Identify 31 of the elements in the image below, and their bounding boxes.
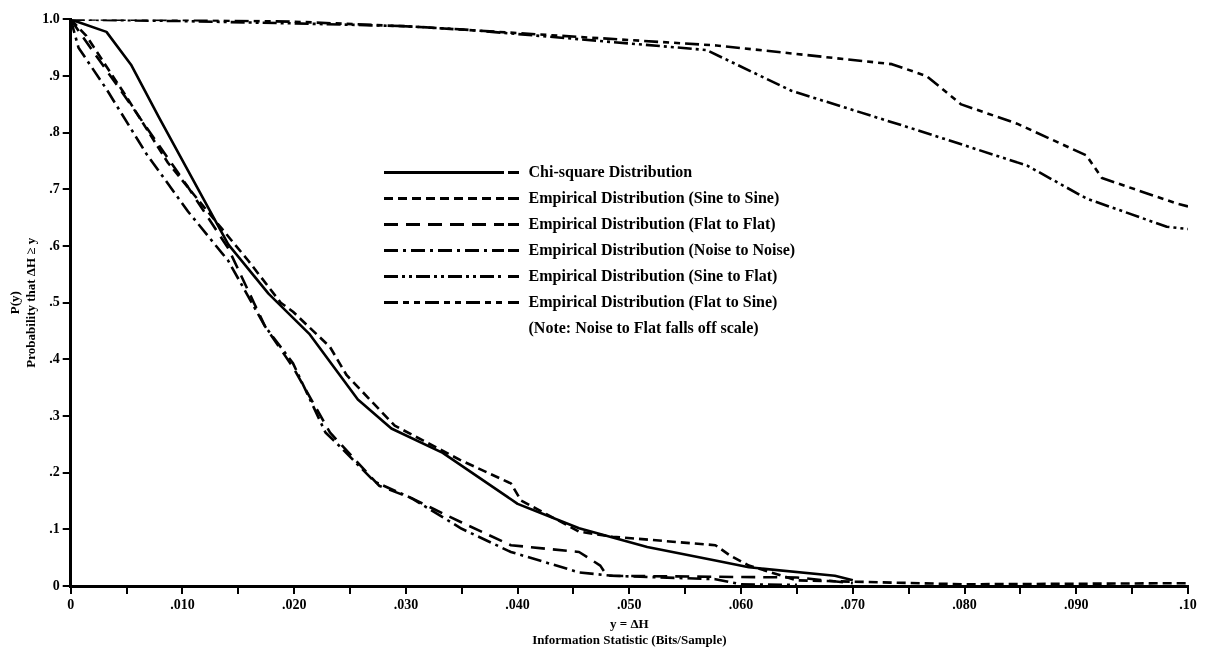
y-tick-label: 1.0 [42,11,60,27]
x-tick-label: .030 [393,597,419,613]
y-tick-label: .2 [49,464,60,480]
x-axis-title: y = ΔH Information Statistic (Bits/Sample) [532,615,727,647]
legend-label: Chi-square Distribution [528,163,693,182]
y-tick-label: .3 [49,407,60,423]
y-tick-label: .8 [49,124,60,140]
x-tick-label: .050 [617,597,642,613]
legend-label: Empirical Distribution (Flat to Sine) [528,293,778,312]
x-tick-label: .10 [1179,597,1197,613]
y-tick-label: 0 [52,577,60,593]
annotation: (Note: Noise to Flat falls off scale) [528,319,759,338]
x-tick-label: .010 [170,597,195,613]
x-tick-label: .020 [281,597,307,613]
y-axis-title: P(y) Probability that ΔH ≥ y [7,237,38,368]
y-tick-label: .1 [49,520,60,536]
y-tick-label: .7 [49,180,60,196]
x-tick-label: .090 [1064,597,1089,613]
x-tick-label: .080 [952,597,977,613]
x-tick-label: .060 [728,597,754,613]
y-tick-label: .4 [49,350,60,366]
y-tick-label: .5 [49,294,60,310]
legend-label: Empirical Distribution (Sine to Flat) [528,267,778,286]
legend-label: Empirical Distribution (Sine to Sine) [528,189,780,208]
legend-label: Empirical Distribution (Flat to Flat) [528,215,776,234]
x-tick-label: .040 [505,597,530,613]
y-tick-label: .9 [49,67,60,83]
legend-label: Empirical Distribution (Noise to Noise) [528,241,796,260]
x-tick-label: 0 [67,597,75,613]
x-tick-label: .070 [840,597,866,613]
y-tick-label: .6 [49,237,60,253]
